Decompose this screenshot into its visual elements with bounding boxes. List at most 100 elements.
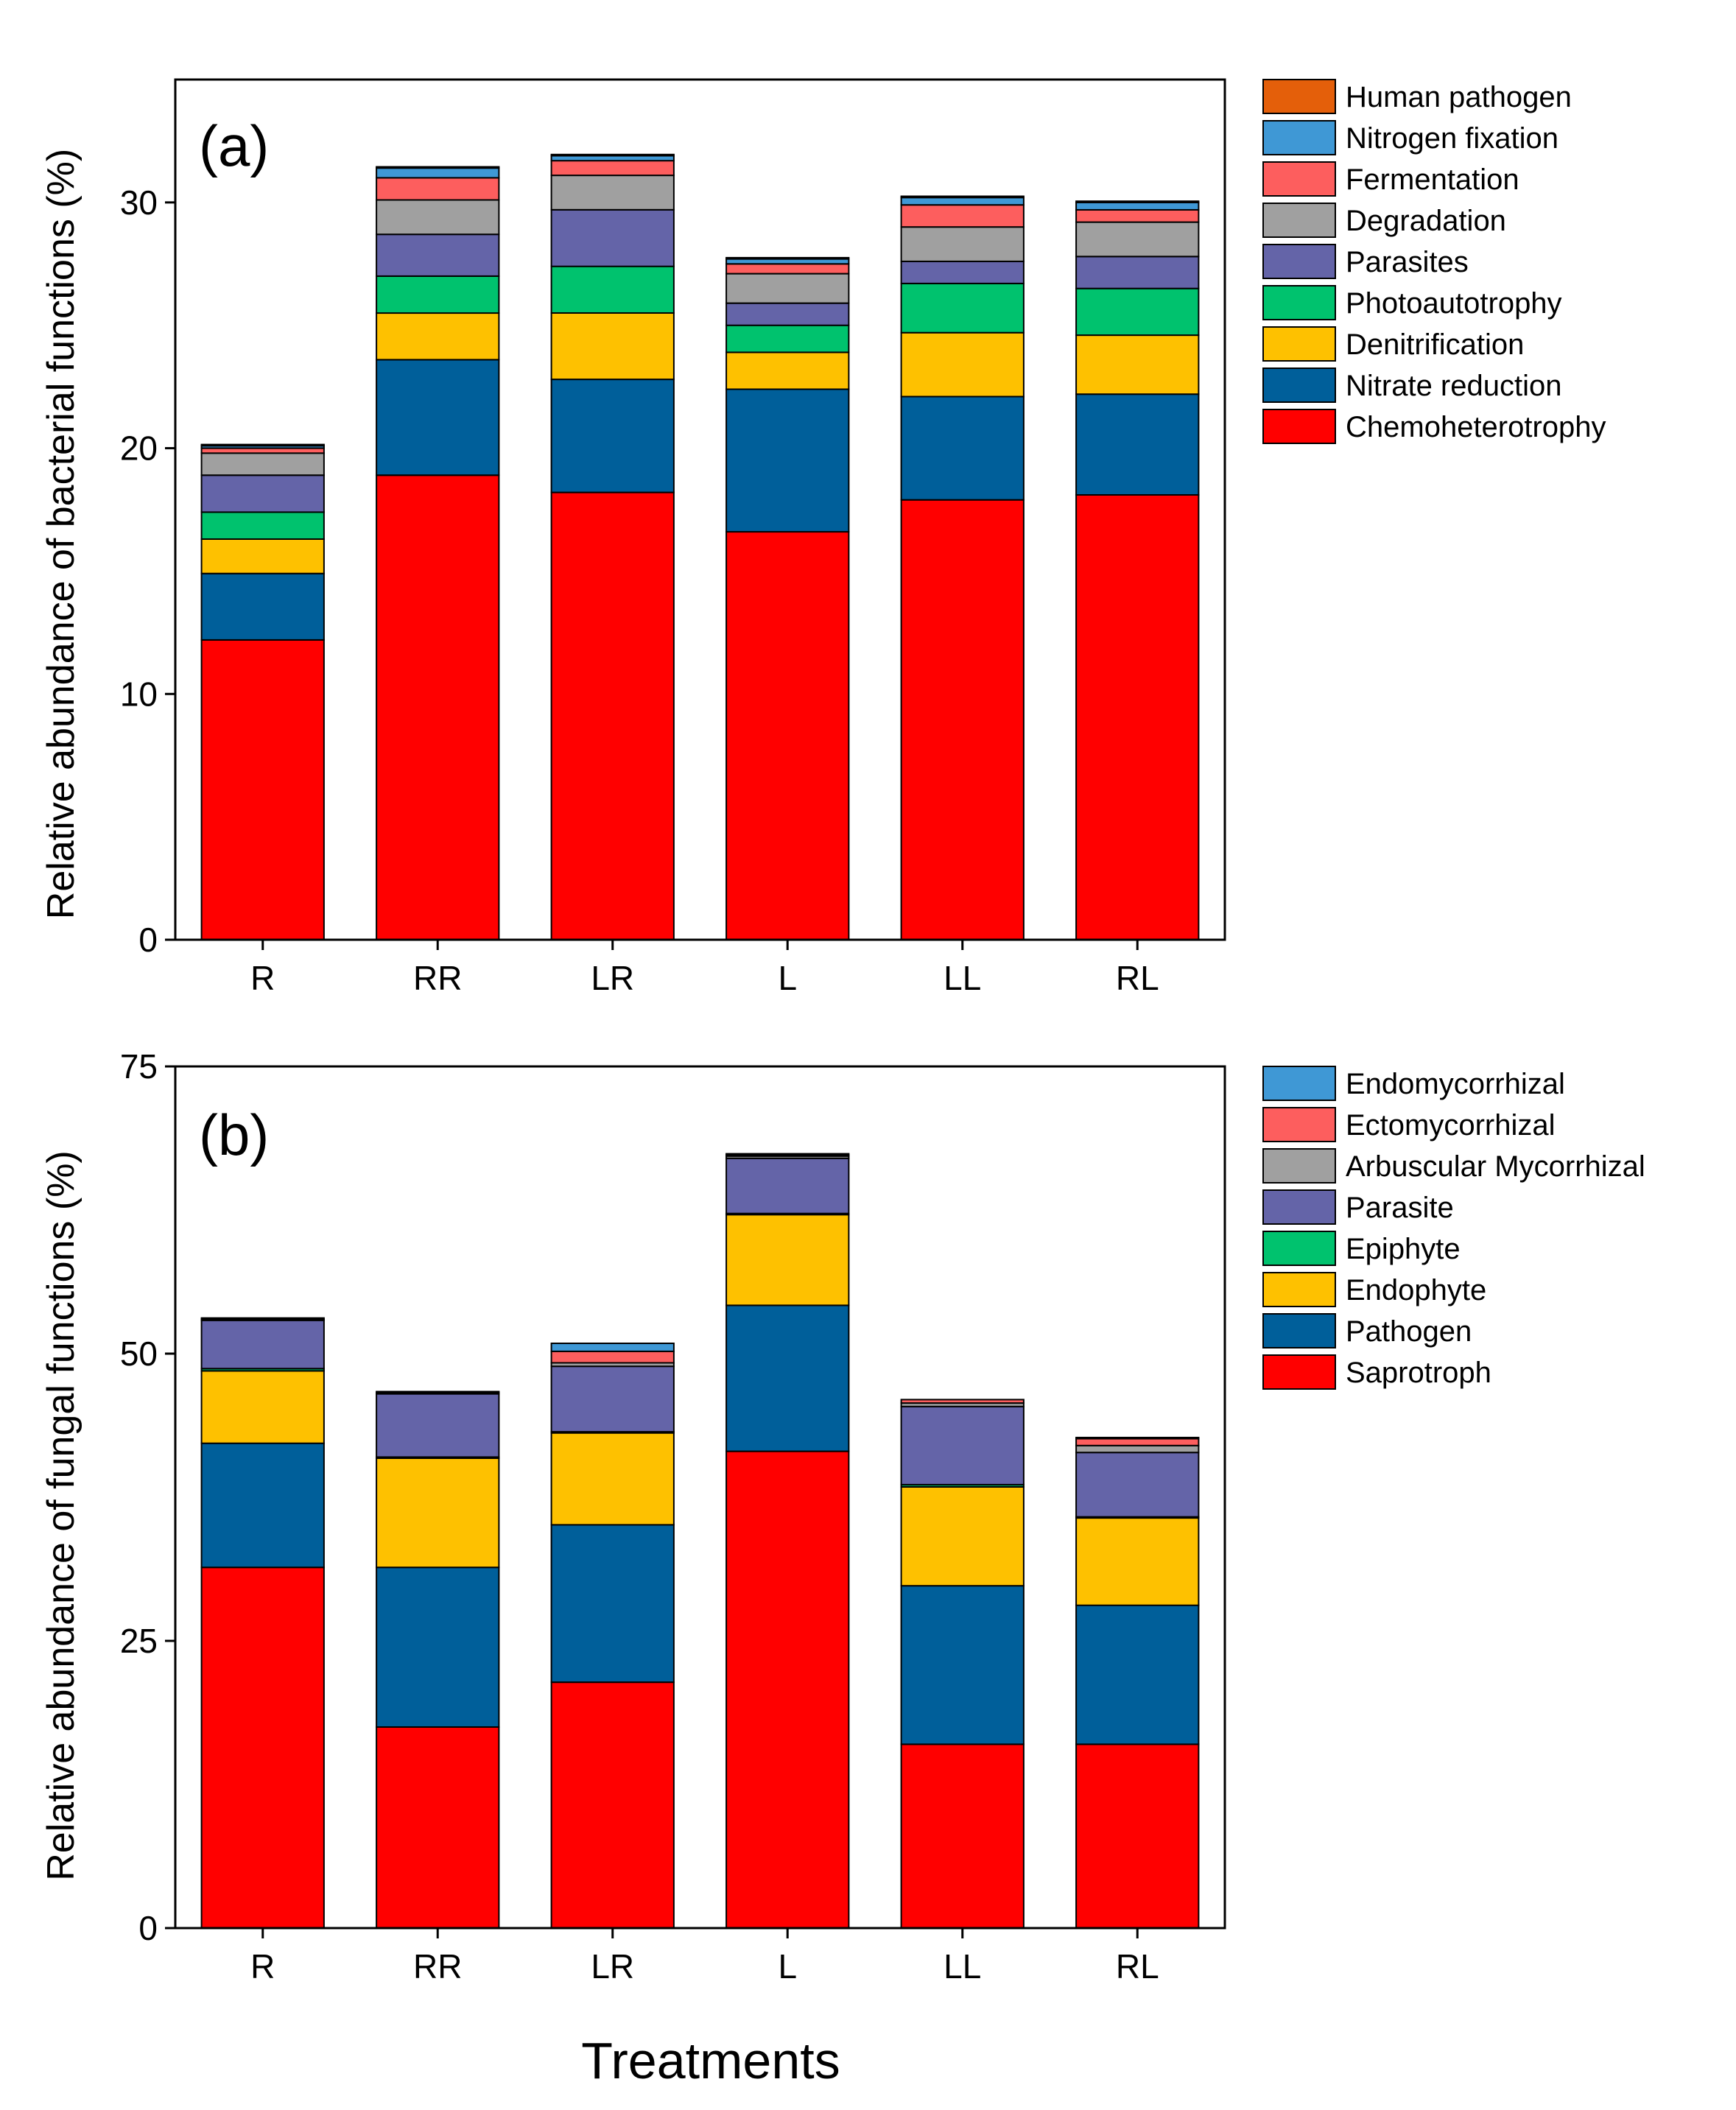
bar-segment-R-parasites [200,474,325,513]
bar-segment-R-denitrification [200,538,325,574]
bar-segment-LL-parasite [900,1405,1025,1485]
panel-b-fungal-functions: Relative abundance of fungal functions (… [40,1047,1645,1986]
bar-segment-RL-human-pathogen [1075,200,1200,203]
bar-segment-L-chemoheterotrophy [725,531,850,940]
bar-segment-R-ectomycorrhizal [200,1317,325,1320]
panel-b-label: (b) [199,1103,269,1167]
panel-a-y-axis-label: Relative abundance of bacterial function… [40,149,82,919]
x-tick-label: LR [591,959,634,997]
bar-segment-LR-fermentation [550,160,675,177]
bar-segment-RL-pathogen [1075,1604,1200,1745]
y-tick-label: 50 [120,1334,158,1373]
bar-segment-LR-parasites [550,208,675,267]
bar-segment-R-pathogen [200,1442,325,1569]
bar-segment-LR-endophyte [550,1432,675,1526]
bar-segment-L-pathogen [725,1304,850,1452]
bar-segment-R-chemoheterotrophy [200,639,325,941]
legend-swatch-pathogen [1262,1313,1336,1348]
panel-a-bacterial-functions: Relative abundance of bacterial function… [40,78,1606,997]
bar-segment-LL-degradation [900,226,1025,262]
legend-label: Endophyte [1346,1274,1486,1307]
bar-segment-RR-parasites [376,233,500,277]
panel-a-bars [200,153,1200,941]
legend-swatch-endomycorrhizal [1262,1066,1336,1101]
bar-segment-LL-saprotroph [900,1743,1025,1929]
legend-label: Ectomycorrhizal [1346,1109,1556,1142]
panel-a-label: (a) [199,113,269,178]
bar-segment-L-denitrification [725,351,850,390]
bar-segment-LR-degradation [550,175,675,211]
bar-segment-LR-parasite [550,1365,675,1433]
bar-segment-L-saprotroph [725,1450,850,1929]
legend-swatch-denitrification [1262,326,1336,362]
legend-swatch-epiphyte [1262,1231,1336,1266]
y-tick-label: 0 [138,1909,158,1947]
x-tick-label: R [250,1947,275,1986]
bar-segment-LR-nitrate-reduction [550,379,675,493]
bar-segment-L-endomycorrhizal [725,1153,850,1156]
x-tick-label: RR [413,1947,462,1986]
bar-segment-RL-parasites [1075,256,1200,289]
y-tick-label: 75 [120,1047,158,1086]
panel-b-legend: Endomycorrhizal Ectomycorrhizal Arbuscular… [1262,1066,1645,1390]
bar-segment-LL-human-pathogen [900,195,1025,199]
bar-segment-L-degradation [725,272,850,304]
bar-segment-R-endophyte [200,1370,325,1444]
panel-b-y-axis-label: Relative abundance of fungal functions (… [40,1150,82,1881]
panel-a-y-ticks: 0 10 20 30 [120,183,175,959]
bar-segment-LL-nitrogen-fixation [900,197,1025,206]
bar-segment-RL-saprotroph [1075,1743,1200,1929]
bar-segment-LL-nitrate-reduction [900,395,1025,501]
panel-b-x-ticks: R RR LR L LL RL [250,1928,1159,1986]
legend-swatch-parasite [1262,1189,1336,1225]
bar-segment-LL-photoautotrophy [900,283,1025,334]
x-tick-label: LR [591,1947,634,1986]
legend-label: Nitrate reduction [1346,370,1561,402]
y-tick-label: 30 [120,183,158,222]
bar-segment-RR-photoautotrophy [376,275,500,314]
bar-segment-LR-saprotroph [550,1681,675,1929]
legend-swatch-arbuscular-mycorrhizal [1262,1148,1336,1184]
x-tick-label: R [250,959,275,997]
bar-segment-R-saprotroph [200,1566,325,1929]
bar-segment-LR-endomycorrhizal [550,1343,675,1352]
legend-swatch-ectomycorrhizal [1262,1107,1336,1142]
bar-segment-RR-endophyte [376,1457,500,1569]
bar-segment-LR-ectomycorrhizal [550,1350,675,1364]
bar-segment-RR-chemoheterotrophy [376,474,500,940]
bar-segment-RR-degradation [376,199,500,236]
legend-label: Fermentation [1346,163,1519,196]
bar-segment-R-fermentation [200,447,325,454]
bar-segment-RL-arbuscular-mycorrhizal [1075,1444,1200,1454]
bar-segment-L-endophyte [725,1214,850,1307]
y-tick-label: 10 [120,675,158,713]
bar-segment-R-degradation [200,452,325,476]
legend-swatch-endophyte [1262,1272,1336,1307]
bar-segment-R-human-pathogen [200,443,325,447]
x-tick-label: L [778,959,797,997]
legend-swatch-nitrogen-fixation [1262,120,1336,155]
bar-segment-LR-human-pathogen [550,153,675,157]
bar-segment-LL-ectomycorrhizal [900,1399,1025,1404]
bar-segment-L-human-pathogen [725,256,850,260]
bar-segment-RR-nitrate-reduction [376,359,500,476]
legend-swatch-degradation [1262,203,1336,238]
x-tick-label: L [778,1947,797,1986]
legend-label: Degradation [1346,205,1506,237]
bar-segment-L-nitrate-reduction [725,388,850,533]
panel-b-plot-frame [174,1065,1226,1930]
legend-swatch-chemoheterotrophy [1262,409,1336,444]
bar-segment-R-parasite [200,1319,325,1370]
legend-swatch-fermentation [1262,161,1336,197]
bar-segment-LL-chemoheterotrophy [900,499,1025,940]
bar-segment-RL-photoautotrophy [1075,287,1200,337]
legend-label: Pathogen [1346,1315,1472,1348]
legend-label: Endomycorrhizal [1346,1068,1565,1100]
bar-segment-RL-parasite [1075,1452,1200,1518]
bar-segment-LR-nitrogen-fixation [550,155,675,162]
bar-segment-LL-parasites [900,260,1025,284]
x-tick-label: LL [943,1947,981,1986]
bar-segment-L-parasite [725,1157,850,1214]
bar-segment-L-nitrogen-fixation [725,258,850,265]
